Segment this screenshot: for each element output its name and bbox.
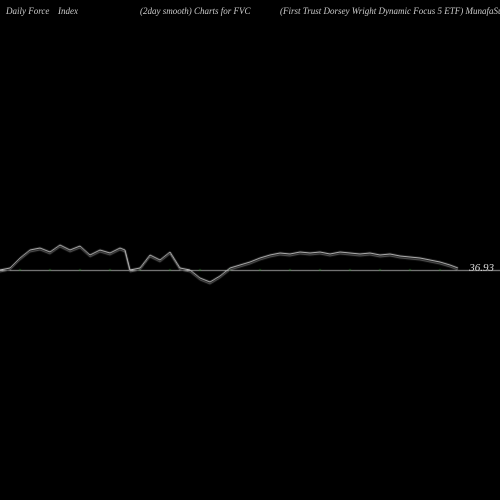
current-value-label: 36.93 (469, 262, 494, 274)
force-index-chart (0, 0, 500, 500)
